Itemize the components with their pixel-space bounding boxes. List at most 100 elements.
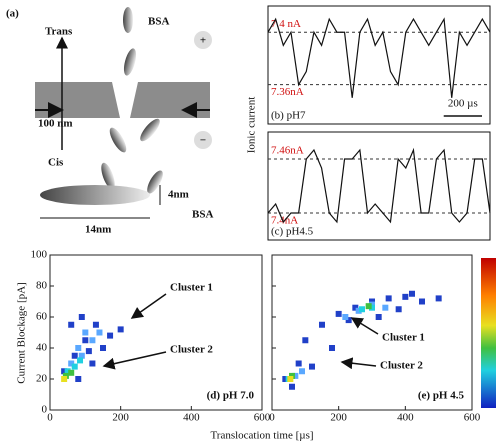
- density-cell: [64, 368, 71, 375]
- density-cell: [342, 314, 349, 320]
- density-cell: [92, 321, 99, 328]
- density-cell: [282, 376, 289, 382]
- density-cell: [365, 303, 372, 310]
- level-label: 7.46nA: [271, 145, 304, 157]
- schematic: (a) Trans Cis BSA + − 100 nm 4nm 14nm BS…: [6, 7, 213, 236]
- density-cell: [61, 368, 68, 375]
- height-label: 4nm: [168, 189, 189, 201]
- density-cell: [359, 306, 365, 313]
- density-cell: [68, 360, 75, 367]
- density-cell: [352, 304, 359, 311]
- density-cell: [369, 304, 375, 311]
- density-cell: [68, 321, 75, 328]
- y-axis-label: Current Blockage [pA]: [16, 282, 28, 383]
- density-cell: [299, 368, 305, 375]
- panel-label: (b) pH7: [271, 110, 306, 122]
- panel-frame: [267, 131, 491, 241]
- density-cell: [287, 376, 294, 382]
- density-cell: [68, 369, 75, 376]
- density-cell: [82, 329, 89, 336]
- annotation-arrow: [350, 317, 379, 335]
- annotation-arrow: [130, 293, 167, 319]
- plot-frame: [271, 254, 473, 411]
- panel-frame: [267, 5, 491, 125]
- trace: [267, 17, 491, 98]
- density-cell: [71, 363, 78, 370]
- density-cell: [62, 372, 69, 379]
- density-cell: [419, 298, 425, 305]
- density-cell: [77, 357, 84, 364]
- plus-label: +: [200, 35, 206, 47]
- y-tick-label: 80: [36, 280, 48, 292]
- cis-label: Cis: [48, 157, 64, 169]
- protein: [140, 118, 160, 142]
- scale-label: 200 µs: [448, 98, 478, 110]
- annotation: Cluster 1: [170, 282, 213, 294]
- protein: [147, 170, 163, 194]
- density-cell: [85, 348, 92, 355]
- plot-frame: [49, 254, 263, 411]
- annotation-arrow: [340, 357, 377, 370]
- annotation-arrow: [102, 351, 167, 370]
- scale-label: 100 nm: [38, 118, 73, 130]
- annotation: Cluster 1: [382, 332, 425, 344]
- density-cell: [369, 301, 375, 308]
- density-cell: [295, 360, 302, 367]
- x-tick-label: 400: [397, 412, 414, 424]
- x-tick-label: 0: [47, 412, 53, 424]
- panel-label: (a): [6, 8, 19, 20]
- y-tick-label: 60: [36, 311, 48, 323]
- y-tick-label: 20: [36, 373, 48, 385]
- density-cell: [100, 345, 106, 351]
- x-tick-label: 0: [269, 412, 275, 424]
- density-cell: [292, 372, 299, 379]
- protein: [101, 162, 115, 190]
- x-tick-label: 200: [112, 412, 129, 424]
- density-cell: [75, 376, 82, 382]
- panel-label: (e) pH 4.5: [418, 390, 465, 402]
- density-cell: [355, 307, 362, 314]
- density-cell: [385, 295, 392, 302]
- minus-label: −: [200, 135, 206, 147]
- density-cell: [78, 314, 85, 320]
- density-cell: [329, 345, 335, 351]
- density-cell: [375, 314, 382, 320]
- density-cell: [319, 321, 325, 328]
- trace: [267, 147, 491, 224]
- x-tick-label: 400: [183, 412, 200, 424]
- x-tick-label: 600: [254, 412, 271, 424]
- electrode: [194, 131, 212, 149]
- bsa-label: BSA: [148, 16, 169, 28]
- density-cell: [117, 326, 124, 333]
- density-cell: [369, 298, 375, 305]
- annotation: Cluster 2: [380, 360, 423, 372]
- density-cell: [395, 306, 402, 313]
- density-cell: [409, 290, 415, 297]
- density-cell: [75, 345, 82, 351]
- panel-label: (c) pH4.5: [271, 226, 314, 238]
- density-cell: [402, 293, 409, 300]
- protein-shape: [40, 185, 150, 205]
- density-cell: [89, 360, 96, 367]
- colorbar: [481, 258, 496, 408]
- protein: [123, 7, 133, 33]
- x-tick-label: 600: [464, 412, 481, 424]
- membrane: [35, 82, 210, 118]
- bsa-label: BSA: [192, 209, 213, 221]
- protein: [109, 127, 127, 153]
- density-cell: [71, 352, 78, 359]
- density-cell: [289, 372, 295, 379]
- y-tick-label: 40: [36, 342, 48, 354]
- density-cell: [435, 295, 442, 302]
- density-cell: [302, 337, 309, 344]
- panel-label: (d) pH 7.0: [207, 390, 255, 402]
- y-tick-label: 100: [31, 249, 48, 261]
- protein: [123, 48, 137, 76]
- x-axis-label: Translocation time [µs]: [210, 430, 313, 442]
- y-tick-label: 0: [42, 404, 48, 416]
- density-cell: [289, 383, 295, 390]
- density-cell: [335, 310, 342, 317]
- density-cell: [78, 352, 85, 359]
- level-label: 7.36nA: [271, 86, 304, 98]
